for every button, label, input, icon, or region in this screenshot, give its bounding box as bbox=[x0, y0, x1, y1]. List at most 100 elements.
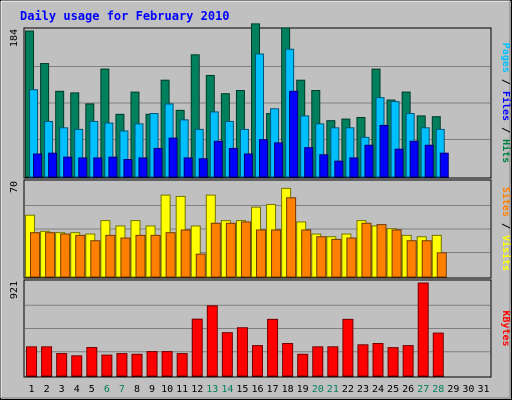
bar-pages-day-10 bbox=[168, 137, 178, 178]
panel-kbytes-ymax-label: 921 bbox=[9, 281, 20, 299]
bar-kbytes-day-4 bbox=[71, 355, 83, 377]
legend-entry: Hits bbox=[500, 139, 512, 163]
bar-pages-day-16 bbox=[259, 139, 268, 178]
bar-sites-day-25 bbox=[391, 229, 402, 278]
x-tick-label-day-25: 25 bbox=[387, 384, 399, 395]
bar-sites-day-10 bbox=[165, 232, 176, 278]
panel-kbytes-legend-label: KBytes bbox=[500, 310, 511, 346]
bar-sites-day-2 bbox=[45, 232, 56, 278]
x-tick-label-day-11: 11 bbox=[176, 384, 188, 395]
bar-sites-day-6 bbox=[105, 234, 116, 278]
bar-sites-day-22 bbox=[346, 237, 357, 278]
bar-sites-day-17 bbox=[271, 229, 282, 278]
bar-sites-day-13 bbox=[210, 222, 221, 278]
bar-pages-day-8 bbox=[138, 157, 148, 178]
bar-kbytes-day-17 bbox=[267, 318, 279, 377]
bar-sites-day-15 bbox=[240, 221, 251, 278]
legend-entry: / bbox=[500, 217, 511, 235]
legend-entry: KBytes bbox=[500, 310, 511, 346]
x-axis-labels: 1 2 3 4 5 6 7 8 9 10 11 12 13 14 15 16 17 18 19 20 21 22 23 24 2… bbox=[29, 384, 490, 395]
bar-sites-day-14 bbox=[225, 222, 236, 278]
bar-kbytes-day-20 bbox=[312, 346, 324, 377]
panel-hits-files-pages-ymax-label: 184 bbox=[9, 29, 20, 47]
chart-panels: 184 Pages / Files / Hits 70 Sites / Visits 9… bbox=[9, 23, 512, 378]
bar-pages-day-1 bbox=[33, 153, 43, 178]
bar-kbytes-day-19 bbox=[297, 353, 309, 377]
bar-sites-day-9 bbox=[150, 234, 161, 278]
bar-kbytes-day-15 bbox=[236, 327, 248, 377]
bar-pages-day-25 bbox=[394, 148, 404, 178]
bar-kbytes-day-13 bbox=[206, 305, 218, 377]
bar-pages-day-4 bbox=[78, 157, 88, 178]
bar-pages-day-3 bbox=[63, 156, 73, 178]
bar-sites-day-11 bbox=[180, 229, 191, 278]
bar-sites-day-12 bbox=[195, 253, 206, 278]
bar-sites-day-5 bbox=[90, 240, 101, 278]
x-tick-label-day-2: 2 bbox=[44, 384, 50, 395]
x-tick-label-day-27: 27 bbox=[417, 384, 429, 395]
bar-pages-day-22 bbox=[349, 157, 359, 178]
x-tick-label-day-24: 24 bbox=[372, 384, 384, 395]
x-tick-label-day-19: 19 bbox=[297, 384, 309, 395]
x-tick-label-day-15: 15 bbox=[236, 384, 248, 395]
panel-hits-files-pages-legend-label: Pages / Files / Hits bbox=[500, 43, 512, 163]
bar-pages-day-6 bbox=[108, 156, 118, 178]
bar-pages-day-27 bbox=[424, 144, 434, 178]
bar-kbytes-day-2 bbox=[41, 346, 53, 377]
chart-title: Daily usage for February 2010 bbox=[20, 9, 230, 23]
bar-pages-day-13 bbox=[213, 140, 223, 178]
bar-pages-day-12 bbox=[198, 158, 208, 178]
x-tick-label-day-28: 28 bbox=[432, 384, 444, 395]
bar-pages-day-15 bbox=[243, 153, 253, 178]
bar-kbytes-day-25 bbox=[387, 347, 399, 377]
x-tick-label-day-30: 30 bbox=[462, 384, 474, 395]
x-tick-label-day-31: 31 bbox=[477, 384, 489, 395]
x-tick-label-day-8: 8 bbox=[134, 384, 140, 395]
bar-kbytes-day-3 bbox=[56, 353, 68, 377]
bar-pages-day-26 bbox=[409, 140, 419, 178]
x-tick-label-day-4: 4 bbox=[74, 384, 80, 395]
x-tick-label-day-5: 5 bbox=[89, 384, 95, 395]
bar-sites-day-16 bbox=[256, 229, 266, 278]
bar-sites-day-4 bbox=[75, 234, 86, 278]
bar-pages-day-24 bbox=[379, 124, 389, 178]
bar-kbytes-day-22 bbox=[342, 318, 354, 377]
bar-pages-day-2 bbox=[48, 152, 58, 178]
bar-kbytes-day-27 bbox=[417, 282, 429, 377]
bar-kbytes-day-6 bbox=[101, 354, 113, 377]
bar-sites-day-18 bbox=[286, 197, 297, 278]
bar-kbytes-day-16 bbox=[252, 345, 263, 377]
x-tick-label-day-21: 21 bbox=[327, 384, 339, 395]
bar-sites-day-23 bbox=[361, 222, 372, 278]
bar-sites-day-8 bbox=[135, 234, 146, 278]
x-tick-label-day-1: 1 bbox=[29, 384, 35, 395]
panel-visits-sites-legend-label: Sites / Visits bbox=[500, 187, 512, 271]
bar-pages-day-5 bbox=[93, 157, 103, 178]
bar-pages-day-11 bbox=[183, 157, 193, 178]
bar-kbytes-day-10 bbox=[161, 351, 173, 377]
bar-kbytes-day-11 bbox=[176, 353, 188, 377]
bar-pages-day-7 bbox=[123, 159, 133, 178]
x-tick-label-day-23: 23 bbox=[357, 384, 369, 395]
bar-pages-day-20 bbox=[319, 154, 329, 178]
x-tick-label-day-6: 6 bbox=[104, 384, 110, 395]
x-tick-label-day-14: 14 bbox=[221, 384, 233, 395]
x-tick-label-day-18: 18 bbox=[282, 384, 294, 395]
bar-pages-day-28 bbox=[439, 152, 449, 178]
bar-kbytes-day-23 bbox=[357, 344, 369, 377]
bar-pages-day-14 bbox=[228, 147, 238, 178]
bar-kbytes-day-5 bbox=[86, 347, 98, 377]
x-tick-label-day-9: 9 bbox=[149, 384, 155, 395]
bar-kbytes-day-9 bbox=[146, 351, 158, 377]
x-tick-label-day-17: 17 bbox=[267, 384, 279, 395]
x-tick-label-day-16: 16 bbox=[251, 384, 263, 395]
bar-sites-day-28 bbox=[436, 252, 447, 278]
panel-kbytes: 921 KBytes bbox=[9, 279, 511, 378]
x-tick-label-day-12: 12 bbox=[191, 384, 203, 395]
bar-kbytes-day-26 bbox=[402, 345, 414, 377]
bar-sites-day-7 bbox=[120, 237, 131, 278]
legend-entry: Visits bbox=[500, 235, 512, 271]
bar-sites-day-21 bbox=[331, 238, 342, 278]
bar-pages-day-17 bbox=[274, 142, 284, 178]
